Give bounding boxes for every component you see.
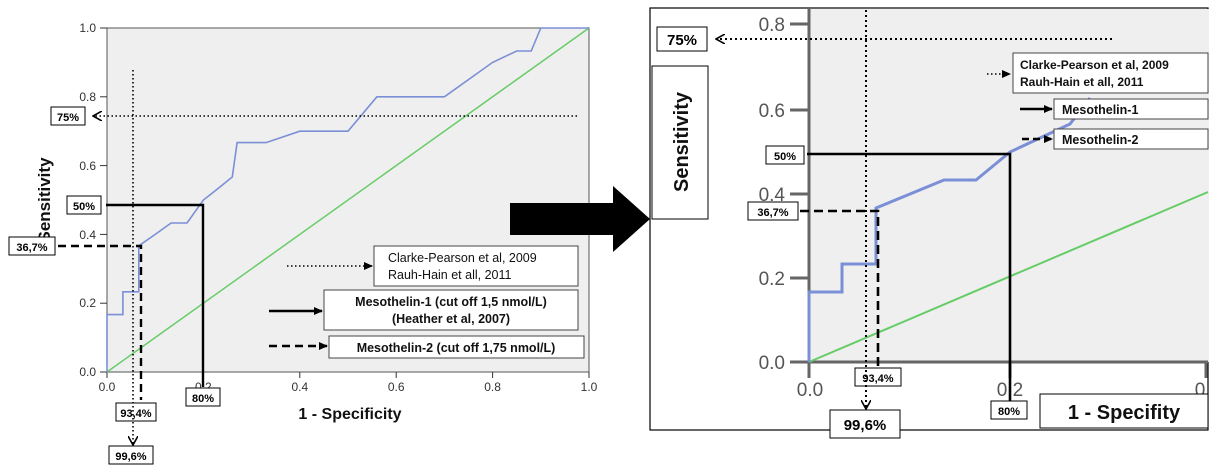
- left-y-tick-label: 0.2: [79, 296, 96, 310]
- right-75-label: 75%: [667, 32, 697, 49]
- left-75-label: 75%: [57, 112, 79, 124]
- right-y-tick-label: 0.2: [759, 269, 785, 290]
- left-367-label: 36,7%: [16, 242, 47, 254]
- right-x-axis-label: 1 - Specifity: [1068, 402, 1181, 424]
- right-367-box: [747, 201, 799, 221]
- left-y-tick-label: 0.0: [79, 365, 96, 379]
- right-legend-meso1-box: [1053, 98, 1209, 120]
- left-x-tick-label: 0.8: [484, 380, 501, 394]
- right-996-label: 99,6%: [844, 417, 887, 434]
- right-y-tick-label: 0.4: [759, 185, 786, 206]
- right-reference-line: [808, 191, 1209, 363]
- right-mesothelin1-marker-line: [807, 152, 1012, 402]
- right-80-box: [990, 400, 1028, 420]
- right-80-label: 80%: [998, 406, 1020, 418]
- left-legend-meso2: Mesothelin-2 (cut off 1,75 nmol/L): [357, 341, 556, 355]
- left-934-label: 93,4%: [120, 408, 151, 420]
- left-y-tick-label: 0.4: [79, 228, 96, 242]
- left-mesothelin2-marker-line: [58, 244, 143, 400]
- left-legend-rauh: Rauh-Hain et all, 2011: [388, 268, 512, 282]
- right-50-box: [765, 145, 805, 165]
- right-x-tick-label: 0.0: [797, 380, 823, 401]
- left-80-label: 80%: [192, 393, 214, 405]
- left-75-box: [50, 106, 86, 126]
- right-legend: Clarke-Pearson et al, 2009 Rauh-Hain et …: [987, 52, 1209, 150]
- right-996-box: [829, 409, 901, 439]
- right-x-tick-label: 0: [1195, 380, 1206, 401]
- right-legend-meso2: Mesothelin-2: [1062, 133, 1138, 147]
- zoom-arrow: [510, 186, 650, 252]
- right-y-label-box: [651, 65, 709, 220]
- left-x-tick-label: 0.6: [388, 380, 405, 394]
- right-legend-clarke: Clarke-Pearson et al, 2009: [1020, 58, 1169, 72]
- right-50-label: 50%: [774, 151, 796, 163]
- right-legend-rauh: Rauh-Hain et all, 2011: [1020, 75, 1144, 89]
- left-x-tick-label: 1.0: [581, 380, 598, 394]
- right-y-axis-label: Sensitivity: [671, 91, 693, 192]
- right-934-label: 93,4%: [862, 373, 893, 385]
- left-996-label: 99,6%: [115, 451, 146, 463]
- left-y-ticks: 1.0 0.8 0.6 0.4 0.2 0.0: [79, 21, 107, 379]
- left-x-axis-label: 1 - Specificity: [298, 406, 401, 423]
- left-roc-curve: [106, 27, 589, 372]
- right-legend-meso2-box: [1053, 128, 1209, 150]
- left-chart: 1.0 0.8 0.6 0.4 0.2 0.0 0.0 0.2 0.4 0.6 …: [8, 21, 598, 465]
- left-legend-meso1-box: [323, 289, 579, 331]
- left-legend-meso1-ref: (Heather et al, 2007): [392, 312, 510, 326]
- left-legend-clarke-box: [373, 245, 579, 287]
- left-y-tick-label: 0.8: [79, 90, 96, 104]
- left-x-ticks: 0.0 0.2 0.4 0.6 0.8 1.0: [99, 372, 598, 394]
- left-367-box: [8, 236, 56, 256]
- right-legend-clarke-box: [1012, 52, 1209, 94]
- left-50-box: [66, 195, 102, 215]
- right-y-tick-label: 0.8: [759, 15, 785, 36]
- right-367-label: 36,7%: [757, 207, 788, 219]
- right-legend-meso1: Mesothelin-1: [1062, 103, 1138, 117]
- left-y-tick-label: 1.0: [79, 21, 96, 35]
- right-chart: 0.8 0.6 0.4 0.2 0.0 0.0 0.2 0 75% Sensit…: [649, 7, 1209, 439]
- left-legend-meso1: Mesothelin-1 (cut off 1,5 nmol/L): [355, 295, 547, 309]
- left-934-box: [115, 402, 157, 422]
- left-legend: Clarke-Pearson et al, 2009 Rauh-Hain et …: [269, 245, 585, 359]
- right-mesothelin2-marker-line: [800, 209, 880, 366]
- right-y-tick-label: 0.0: [759, 353, 785, 374]
- left-x-tick-label: 0.0: [99, 380, 116, 394]
- left-y-axis-label: Sensitivity: [35, 157, 54, 243]
- left-legend-meso2-box: [328, 335, 585, 359]
- left-legend-clarke: Clarke-Pearson et al, 2009: [388, 251, 537, 265]
- left-80-box: [185, 387, 221, 407]
- left-50-label: 50%: [73, 201, 95, 213]
- left-mesothelin1-marker-line: [106, 203, 205, 387]
- right-75-box: [656, 26, 708, 52]
- left-996-box: [108, 445, 154, 465]
- left-y-tick-label: 0.6: [79, 159, 96, 173]
- right-x-label-box: [1039, 393, 1209, 429]
- right-y-ticks: 0.8 0.6 0.4 0.2 0.0: [759, 15, 809, 374]
- left-x-tick-label: 0.4: [291, 380, 308, 394]
- right-y-tick-label: 0.6: [759, 101, 785, 122]
- left-reference-line: [106, 27, 590, 373]
